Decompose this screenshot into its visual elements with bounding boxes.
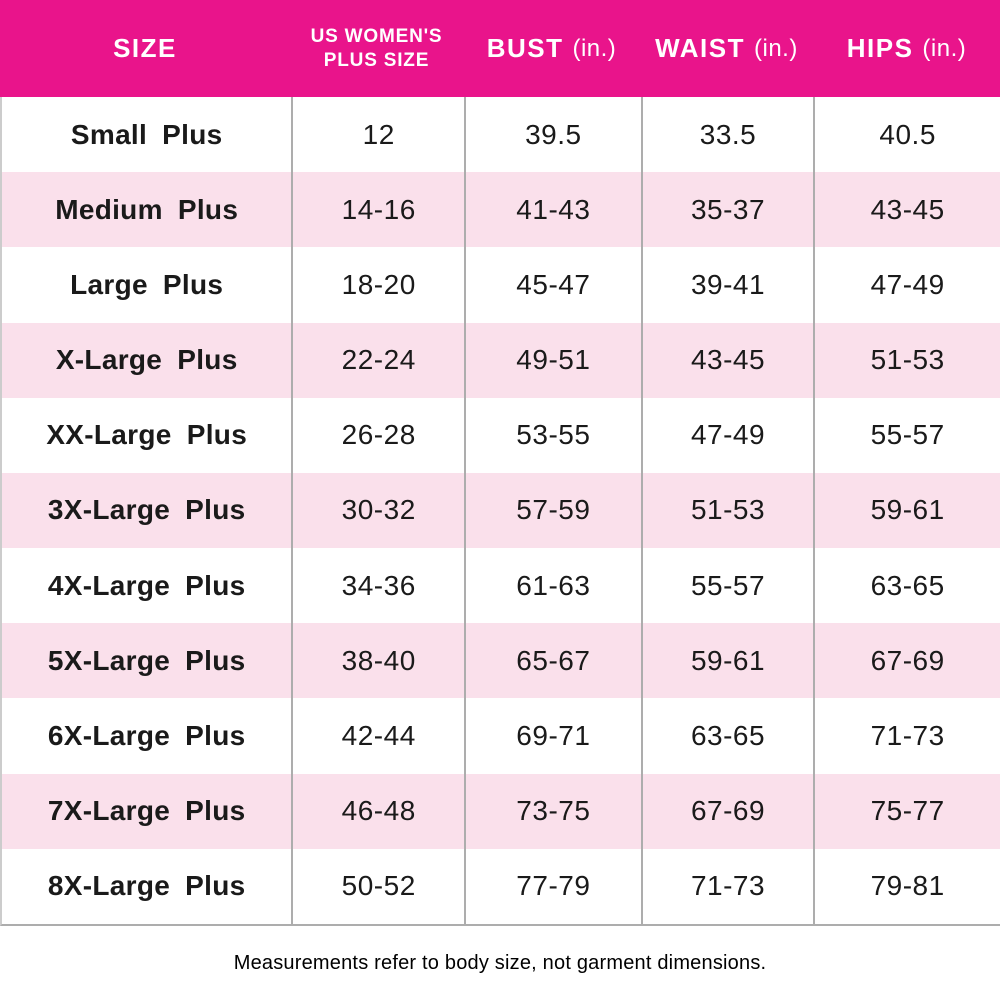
hips-cell: 40.5: [813, 97, 1000, 173]
size-cell: 6X-Large Plus: [47, 720, 246, 752]
bust-cell: 53-55: [464, 397, 641, 473]
table-row: 7X-Large Plus 46-48 73-75 67-69 75-77: [2, 773, 1000, 849]
hips-cell: 71-73: [813, 698, 1000, 774]
size-cell: 8X-Large Plus: [47, 870, 246, 902]
table-row: X-Large Plus 22-24 49-51 43-45 51-53: [2, 322, 1000, 398]
size-cell: 7X-Large Plus: [47, 795, 246, 827]
header-cell-plus-size: US WOMEN'S PLUS SIZE: [290, 26, 463, 72]
header-hips-label: HIPS: [846, 33, 914, 63]
plus-size-cell: 18-20: [291, 247, 464, 323]
header-cell-waist: WAIST (in.): [640, 33, 813, 64]
table-row: 3X-Large Plus 30-32 57-59 51-53 59-61: [2, 472, 1000, 549]
plus-size-cell: 38-40: [291, 623, 464, 699]
size-cell: X-Large Plus: [55, 344, 238, 376]
waist-cell: 55-57: [640, 548, 814, 624]
waist-cell: 67-69: [640, 773, 814, 849]
header-size-label: SIZE: [113, 33, 177, 63]
table-row: 8X-Large Plus 50-52 77-79 71-73 79-81: [2, 848, 1000, 924]
bust-cell: 61-63: [464, 548, 641, 624]
size-cell: Large Plus: [70, 268, 224, 300]
footnote: Measurements refer to body size, not gar…: [233, 951, 767, 974]
table-body: Small Plus 12 39.5 33.5 40.5 Medium Plus…: [0, 97, 1000, 926]
waist-cell: 59-61: [640, 623, 814, 699]
plus-size-cell: 14-16: [291, 172, 464, 248]
plus-size-cell: 50-52: [291, 848, 464, 924]
hips-cell: 79-81: [813, 848, 1000, 924]
bust-cell: 45-47: [464, 247, 641, 323]
waist-cell: 35-37: [640, 172, 814, 248]
plus-size-cell: 34-36: [291, 548, 464, 624]
bust-cell: 57-59: [464, 472, 641, 549]
header-bust-unit: (in.): [572, 34, 617, 62]
bust-cell: 39.5: [464, 97, 641, 173]
hips-cell: 43-45: [813, 172, 1000, 248]
header-waist-unit: (in.): [754, 34, 798, 62]
table-row: 5X-Large Plus 38-40 65-67 59-61 67-69: [2, 623, 1000, 699]
plus-size-cell: 12: [291, 97, 464, 173]
waist-cell: 39-41: [640, 247, 814, 323]
header-cell-hips: HIPS (in.): [813, 33, 1000, 64]
bust-cell: 69-71: [464, 698, 641, 774]
table-header: SIZE US WOMEN'S PLUS SIZE BUST (in.) WAI…: [0, 0, 1000, 97]
header-hips-unit: (in.): [922, 34, 967, 62]
plus-size-cell: 30-32: [291, 472, 464, 549]
size-cell: 5X-Large Plus: [47, 644, 246, 676]
table-row: Small Plus 12 39.5 33.5 40.5: [2, 97, 1000, 173]
size-cell: XX-Large Plus: [46, 419, 248, 451]
size-cell: Medium Plus: [55, 193, 239, 225]
hips-cell: 63-65: [813, 548, 1000, 624]
table-row: XX-Large Plus 26-28 53-55 47-49 55-57: [2, 397, 1000, 473]
plus-size-cell: 46-48: [291, 773, 464, 849]
waist-cell: 71-73: [640, 848, 814, 924]
header-plus-size-line2: PLUS SIZE: [323, 49, 430, 71]
header-waist-label: WAIST: [655, 33, 745, 63]
header-cell-size: SIZE: [0, 33, 290, 64]
table-row: 6X-Large Plus 42-44 69-71 63-65 71-73: [2, 698, 1000, 774]
bust-cell: 65-67: [464, 623, 641, 699]
header-plus-size-line1: US WOMEN'S: [310, 25, 443, 47]
waist-cell: 51-53: [640, 472, 814, 549]
table-row: 4X-Large Plus 34-36 61-63 55-57 63-65: [2, 548, 1000, 624]
plus-size-cell: 42-44: [291, 698, 464, 774]
size-cell: 4X-Large Plus: [47, 569, 246, 601]
hips-cell: 51-53: [813, 322, 1000, 398]
waist-cell: 63-65: [640, 698, 814, 774]
hips-cell: 75-77: [813, 773, 1000, 849]
bust-cell: 77-79: [464, 848, 641, 924]
hips-cell: 67-69: [813, 623, 1000, 699]
bust-cell: 49-51: [464, 322, 641, 398]
size-cell: 3X-Large Plus: [47, 494, 246, 526]
table-row: Medium Plus 14-16 41-43 35-37 43-45: [2, 172, 1000, 248]
waist-cell: 33.5: [640, 97, 814, 173]
hips-cell: 59-61: [813, 472, 1000, 549]
table-row: Large Plus 18-20 45-47 39-41 47-49: [2, 247, 1000, 323]
hips-cell: 47-49: [813, 247, 1000, 323]
hips-cell: 55-57: [813, 397, 1000, 473]
header-cell-bust: BUST (in.): [463, 33, 640, 64]
header-bust-label: BUST: [486, 33, 564, 63]
plus-size-cell: 26-28: [291, 397, 464, 473]
plus-size-cell: 22-24: [291, 322, 464, 398]
waist-cell: 43-45: [640, 322, 814, 398]
bust-cell: 73-75: [464, 773, 641, 849]
size-cell: Small Plus: [70, 118, 223, 150]
bust-cell: 41-43: [464, 172, 641, 248]
waist-cell: 47-49: [640, 397, 814, 473]
